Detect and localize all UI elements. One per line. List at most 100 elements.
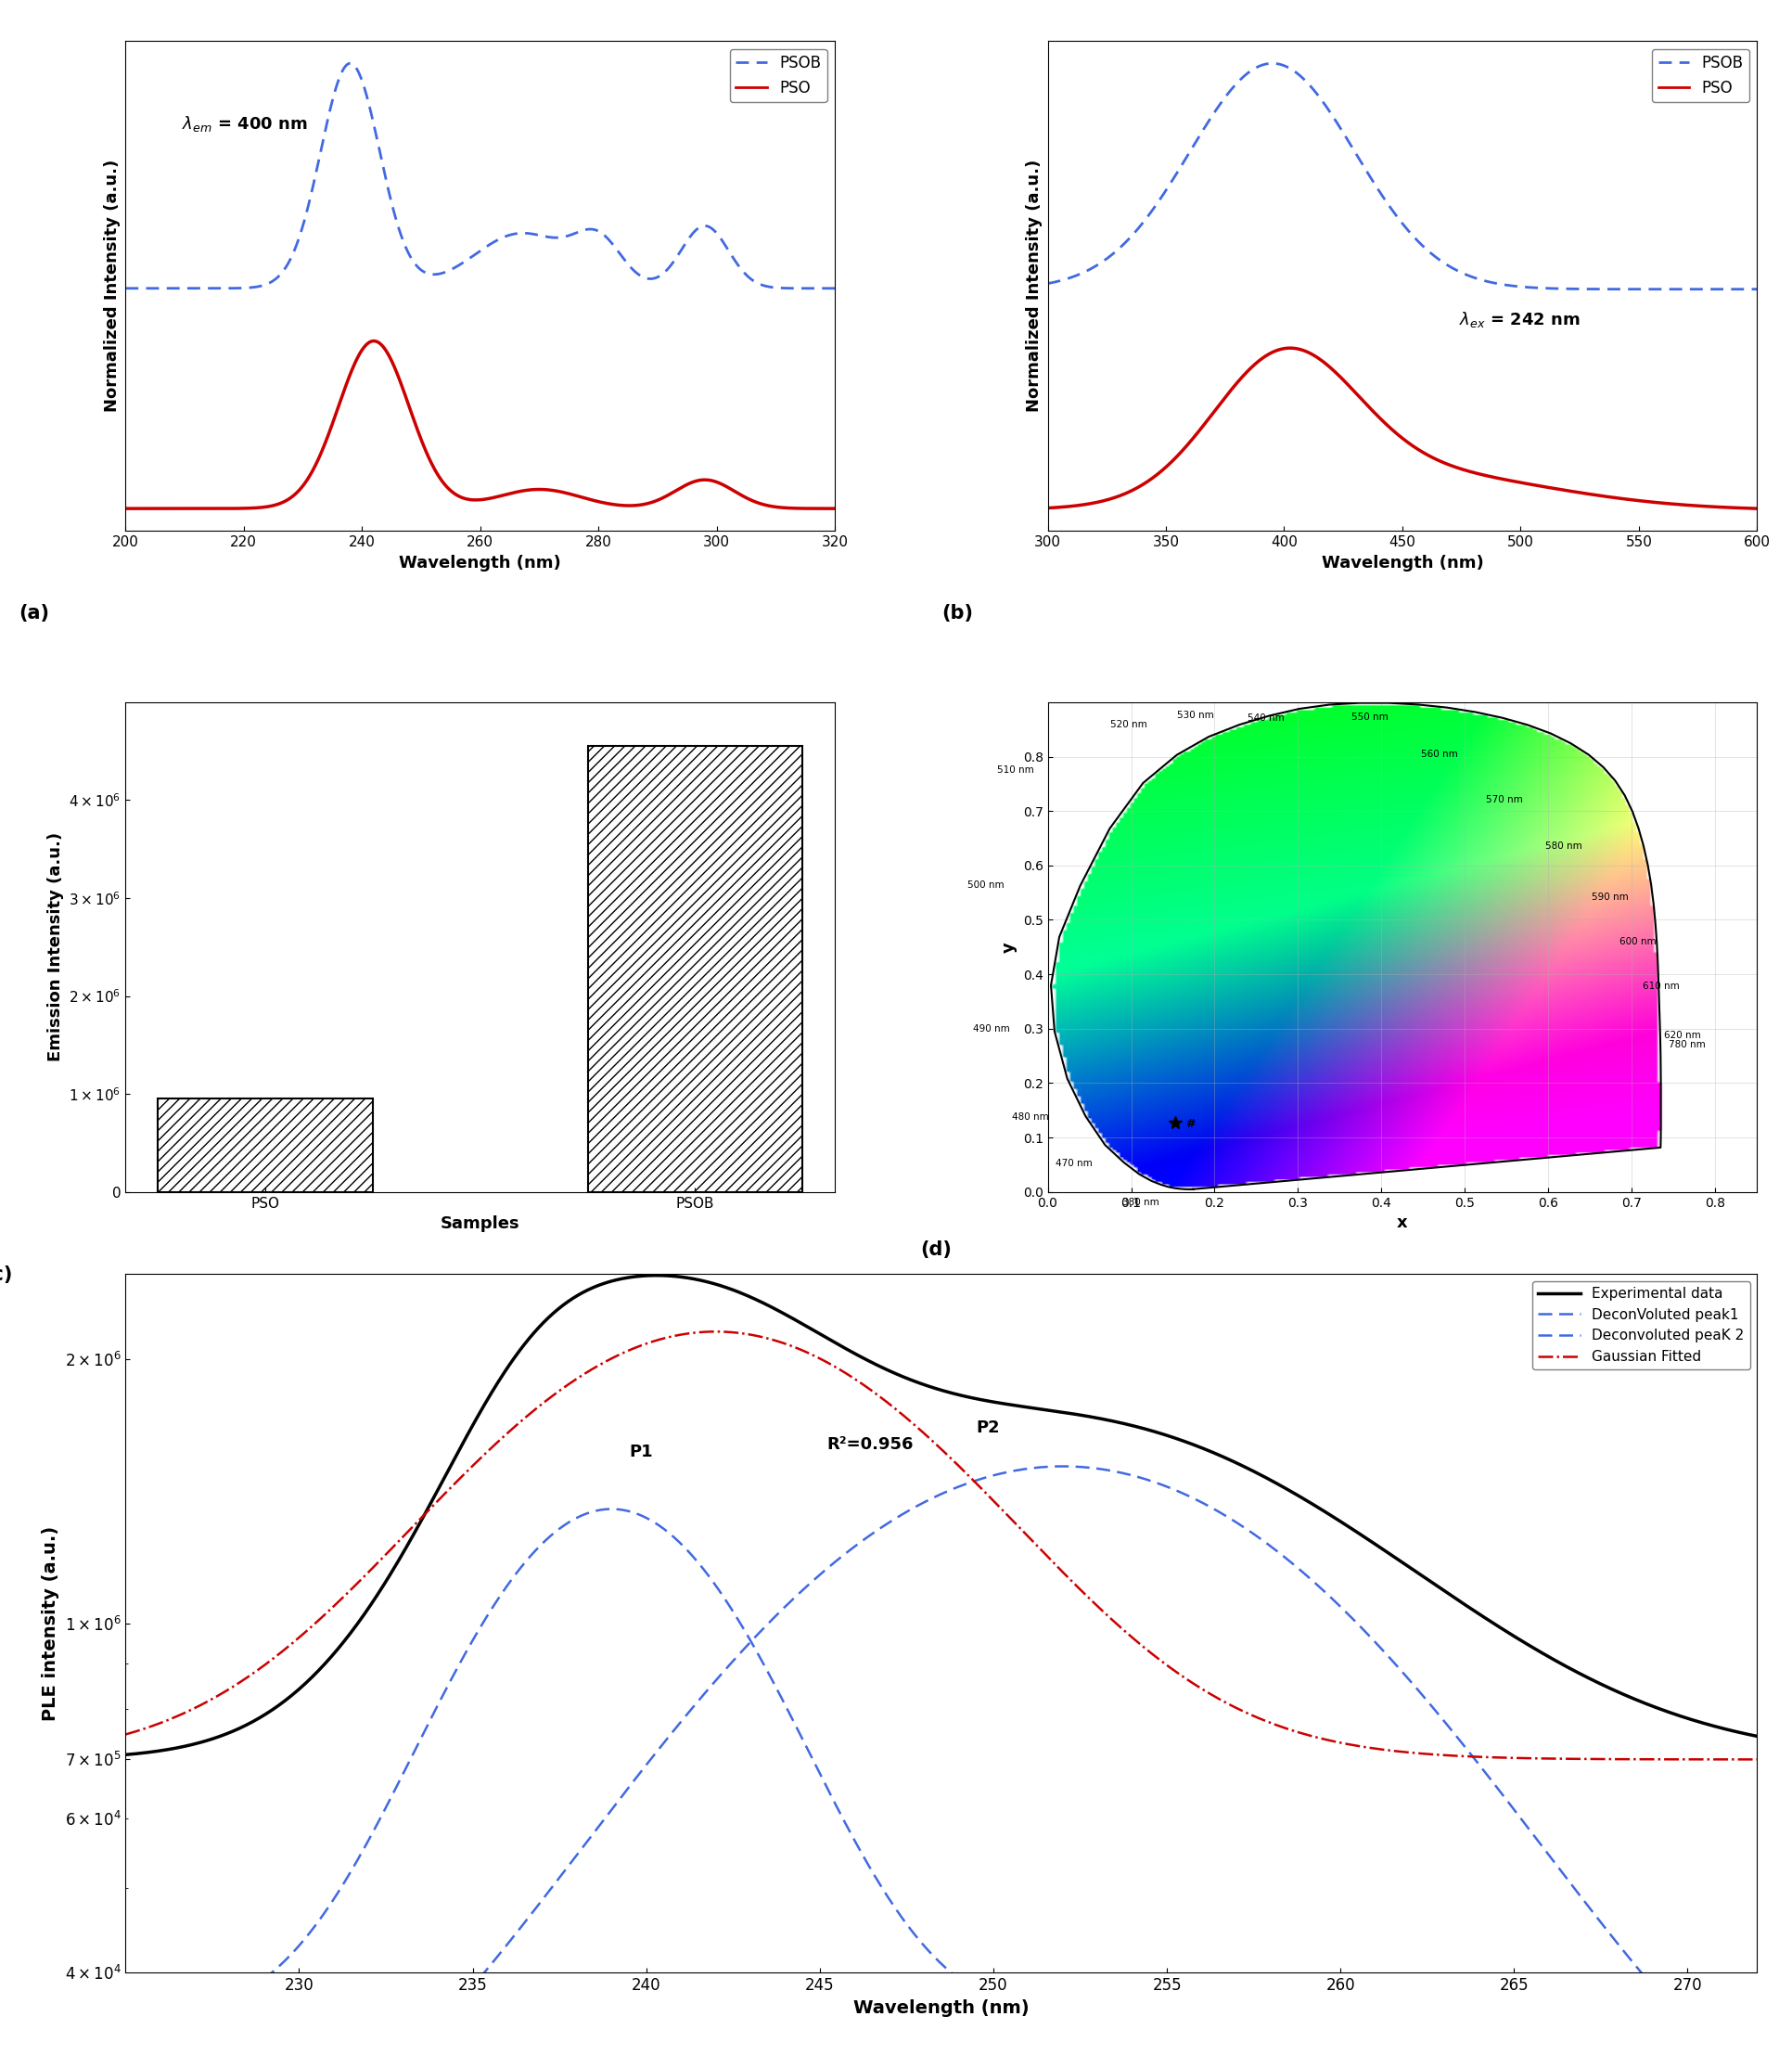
Text: 570 nm: 570 nm — [1486, 795, 1521, 806]
PSO — [502, 481, 523, 506]
Line: Experimental data: Experimental data — [125, 1276, 1756, 1755]
PSO — [208, 495, 229, 520]
PSO — [423, 456, 444, 481]
Text: 590 nm: 590 nm — [1591, 892, 1627, 902]
PSOB — [1441, 255, 1462, 279]
DeconVoluted peak1 — [835, 1813, 857, 1837]
Text: 540 nm: 540 nm — [1247, 713, 1283, 723]
Line: PSOB: PSOB — [1047, 64, 1756, 290]
Gaussian Fitted — [704, 1319, 726, 1344]
PSO — [1745, 495, 1767, 520]
Text: 480 nm: 480 nm — [1011, 1112, 1048, 1122]
DeconVoluted peak1 — [600, 1496, 622, 1521]
Line: PSO: PSO — [125, 341, 835, 508]
PSO — [1278, 335, 1299, 360]
Deconvoluted peaK 2 — [1236, 1517, 1258, 1541]
Line: Gaussian Fitted: Gaussian Fitted — [125, 1332, 1756, 1759]
Experimental data — [1745, 1724, 1767, 1749]
DeconVoluted peak1 — [1236, 2012, 1258, 2037]
Text: P2: P2 — [975, 1420, 1000, 1436]
Text: 610 nm: 610 nm — [1641, 982, 1679, 991]
Text: 510 nm: 510 nm — [996, 767, 1034, 775]
Deconvoluted peaK 2 — [833, 1543, 855, 1568]
PSO — [1366, 403, 1387, 427]
Bar — [588, 746, 803, 1192]
X-axis label: Wavelength (nm): Wavelength (nm) — [853, 2000, 1029, 2016]
PSO — [364, 329, 385, 353]
Deconvoluted peaK 2 — [1052, 1455, 1073, 1480]
Experimental data — [1417, 1568, 1439, 1593]
Text: 520 nm: 520 nm — [1109, 719, 1147, 730]
Experimental data — [835, 1336, 857, 1360]
Legend: PSOB, PSO: PSOB, PSO — [729, 49, 826, 103]
X-axis label: Samples: Samples — [441, 1215, 520, 1233]
Gaussian Fitted — [1417, 1743, 1439, 1767]
Text: (a): (a) — [20, 604, 50, 623]
Gaussian Fitted — [1389, 1739, 1410, 1763]
PSOB — [235, 275, 256, 300]
PSO — [1441, 454, 1462, 479]
DeconVoluted peak1 — [1745, 2012, 1767, 2037]
Text: 500 nm: 500 nm — [968, 882, 1004, 890]
Deconvoluted peaK 2 — [1389, 1656, 1410, 1681]
Line: DeconVoluted peak1: DeconVoluted peak1 — [125, 1508, 1756, 2024]
Text: 530 nm: 530 nm — [1176, 711, 1213, 719]
Line: Deconvoluted peaK 2: Deconvoluted peaK 2 — [125, 1467, 1756, 2055]
Text: (c): (c) — [0, 1266, 13, 1284]
DeconVoluted peak1 — [281, 1942, 303, 1967]
PSO — [353, 335, 375, 360]
Gaussian Fitted — [776, 1332, 797, 1356]
Gaussian Fitted — [1236, 1702, 1258, 1726]
PSOB — [115, 275, 136, 300]
DeconVoluted peak1 — [1417, 2012, 1439, 2037]
X-axis label: Wavelength (nm): Wavelength (nm) — [400, 555, 561, 571]
DeconVoluted peak1 — [1389, 2012, 1410, 2037]
DeconVoluted peak1 — [115, 2010, 136, 2034]
PSO — [1120, 479, 1142, 503]
X-axis label: Wavelength (nm): Wavelength (nm) — [1321, 555, 1482, 571]
Line: PSO: PSO — [1047, 347, 1756, 508]
Y-axis label: PLE intensity (a.u.): PLE intensity (a.u.) — [41, 1527, 59, 1720]
Y-axis label: Normalized Intensity (a.u.): Normalized Intensity (a.u.) — [1025, 160, 1041, 413]
Text: R²=0.956: R²=0.956 — [826, 1436, 914, 1453]
PSOB — [487, 226, 509, 251]
PSOB — [339, 51, 360, 76]
PSO — [1337, 374, 1358, 399]
PSO — [1036, 495, 1057, 520]
Text: $\lambda_{ex}$ = 242 nm: $\lambda_{ex}$ = 242 nm — [1459, 310, 1579, 329]
PSO — [487, 485, 509, 510]
Experimental data — [645, 1264, 667, 1288]
Text: (b): (b) — [941, 604, 973, 623]
PSOB — [1091, 249, 1113, 273]
Experimental data — [776, 1303, 797, 1328]
Text: 580 nm: 580 nm — [1545, 843, 1581, 851]
PSOB — [355, 78, 376, 103]
Line: PSOB: PSOB — [125, 64, 835, 288]
PSO — [115, 495, 136, 520]
Gaussian Fitted — [1745, 1747, 1767, 1771]
Text: #: # — [1185, 1118, 1195, 1130]
Bar — [158, 1099, 373, 1192]
PSO — [824, 495, 846, 520]
Gaussian Fitted — [115, 1722, 136, 1747]
Text: P1: P1 — [629, 1443, 652, 1459]
DeconVoluted peak1 — [776, 1695, 797, 1720]
PSOB — [1337, 129, 1358, 154]
Y-axis label: y: y — [1000, 941, 1018, 954]
Y-axis label: Normalized Intensity (a.u.): Normalized Intensity (a.u.) — [104, 160, 120, 413]
Text: 380 nm: 380 nm — [1122, 1198, 1159, 1208]
Text: 600 nm: 600 nm — [1618, 937, 1656, 947]
Deconvoluted peaK 2 — [774, 1595, 796, 1619]
PSOB — [502, 222, 523, 247]
Text: $\lambda_{em}$ = 400 nm: $\lambda_{em}$ = 400 nm — [183, 115, 308, 134]
PSO — [235, 495, 256, 520]
Legend: PSOB, PSO: PSOB, PSO — [1650, 49, 1749, 103]
Text: (d): (d) — [919, 1241, 952, 1260]
Y-axis label: Emission Intensity (a.u.): Emission Intensity (a.u.) — [47, 832, 65, 1062]
PSOB — [1120, 224, 1142, 249]
Text: 780 nm: 780 nm — [1668, 1040, 1704, 1050]
X-axis label: x: x — [1396, 1215, 1407, 1231]
PSOB — [1036, 271, 1057, 296]
PSOB — [1745, 277, 1767, 302]
Experimental data — [115, 1743, 136, 1767]
